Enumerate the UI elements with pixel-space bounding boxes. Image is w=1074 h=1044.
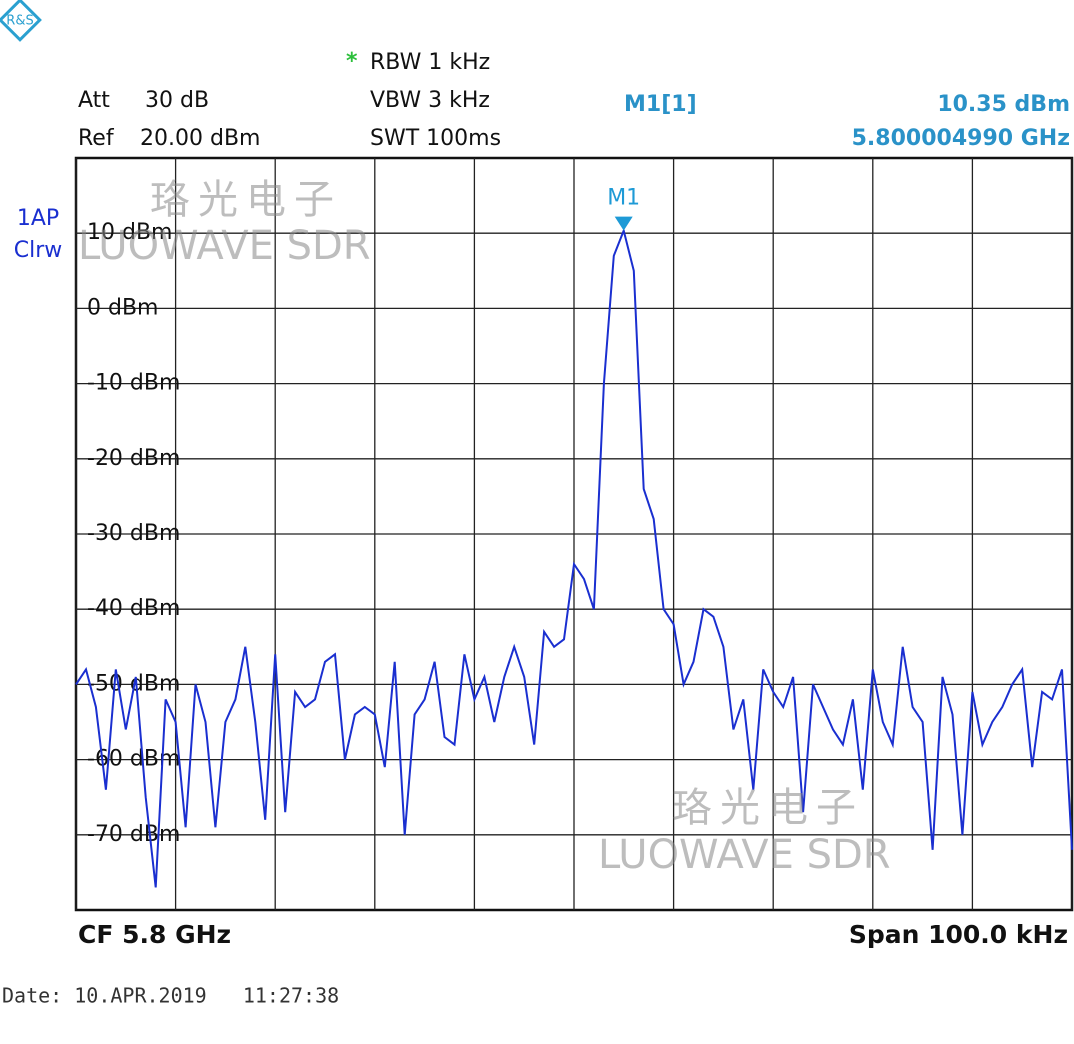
y-tick-label: -70 dBm [87, 822, 180, 847]
ref: 20.00 dBm [140, 126, 260, 151]
trace [75, 227, 1073, 888]
watermark-cn: 珞光电子 [150, 177, 342, 223]
y-tick-label: -30 dBm [87, 521, 180, 546]
y-tick-label: -10 dBm [87, 371, 180, 396]
watermark-en: LUOWAVE SDR [598, 832, 891, 878]
plot: 10 dBm 0 dBm -10 dBm -20 dBm -30 dBm -40 dBm -… [74, 156, 1074, 912]
rbw: RBW 1 kHz [370, 50, 490, 75]
marker [614, 216, 633, 231]
att-label: Att [78, 88, 110, 113]
logo: R&S [0, 0, 42, 42]
svg-text:R&S: R&S [6, 14, 33, 29]
marker-frequency: 5.800004990 GHz [852, 126, 1070, 151]
watermark-cn: 珞光电子 [672, 785, 864, 831]
y-tick-label: -40 dBm [87, 596, 180, 621]
marker-name: M1[1] [624, 92, 697, 117]
rbw-flag: * [346, 49, 358, 74]
vbw: VBW 3 kHz [370, 88, 490, 113]
date: Date: 10.APR.2019 11:27:38 [2, 984, 339, 1008]
span: Span 100.0 kHz [849, 920, 1068, 949]
y-tick-label: 10 dBm [87, 220, 172, 245]
marker-label: M1 [607, 186, 640, 211]
watermark-en: LUOWAVE SDR [78, 223, 371, 269]
trace-name: 1AP [17, 206, 59, 231]
marker-level: 10.35 dBm [937, 92, 1070, 117]
y-tick-label: 0 dBm [87, 295, 158, 320]
trace-mode: Clrw [14, 238, 63, 263]
center-frequency: CF 5.8 GHz [78, 920, 231, 949]
ref-label: Ref [78, 126, 115, 151]
att: 30 dB [145, 88, 209, 113]
swt: SWT 100ms [370, 126, 501, 151]
y-tick-label: -20 dBm [87, 446, 180, 471]
